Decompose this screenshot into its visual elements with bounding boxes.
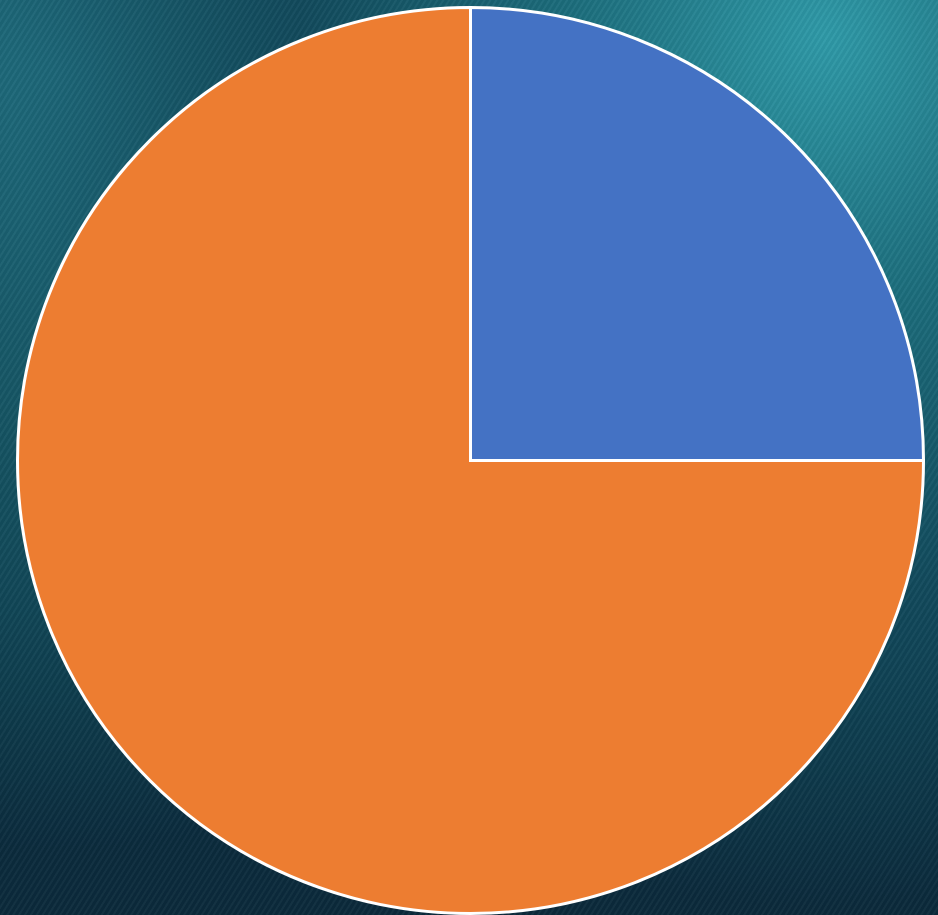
pie-slice-2 [16, 5, 926, 915]
pie-slice-1 [469, 5, 926, 462]
pie-slices [16, 5, 926, 915]
